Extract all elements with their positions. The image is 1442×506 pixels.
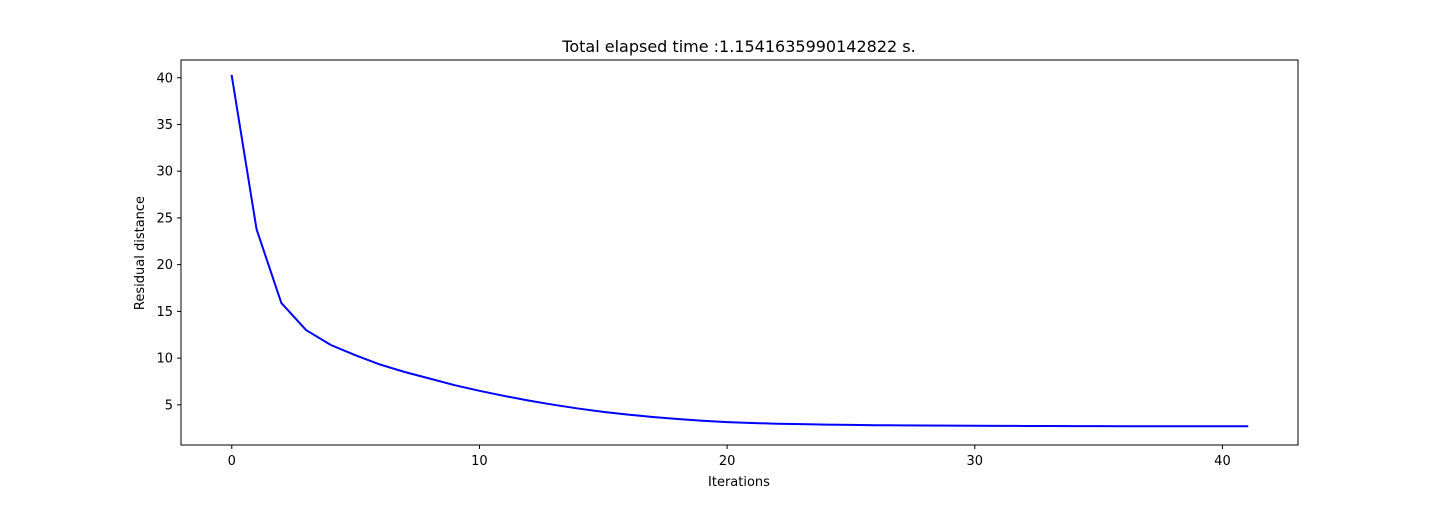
y-tick-label: 30 — [156, 165, 173, 180]
y-tick-label: 35 — [156, 118, 173, 133]
chart-title: Total elapsed time :1.1541635990142822 s… — [561, 37, 915, 56]
y-tick-label: 25 — [156, 211, 173, 226]
x-tick-label: 10 — [471, 454, 488, 469]
y-axis: 5 10 15 20 25 30 35 40 — [156, 71, 181, 413]
y-tick-label: 15 — [156, 305, 173, 320]
x-tick-label: 30 — [967, 454, 984, 469]
series-layer — [230, 74, 1249, 428]
series-line-0 — [230, 74, 1249, 428]
y-axis-label: Residual distance — [133, 196, 148, 310]
x-tick-label: 40 — [1214, 454, 1231, 469]
y-tick-label: 40 — [156, 71, 173, 86]
y-tick-label: 5 — [165, 398, 173, 413]
x-tick-label: 0 — [228, 454, 236, 469]
x-tick-label: 20 — [719, 454, 736, 469]
plot-frame — [180, 59, 1299, 446]
x-axis-label: Iterations — [708, 475, 770, 490]
x-axis: 0 10 20 30 40 — [228, 445, 1231, 469]
y-tick-label: 20 — [156, 258, 173, 273]
y-tick-label: 10 — [156, 352, 173, 367]
